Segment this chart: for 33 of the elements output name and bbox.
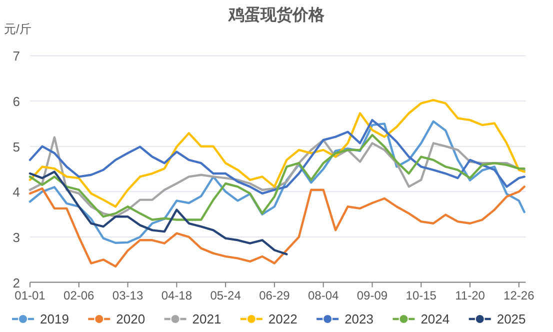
xtick-label: 05-24 — [210, 288, 241, 302]
xtick-label: 08-04 — [308, 288, 339, 302]
ytick-label: 3 — [12, 230, 20, 245]
xtick-label: 12-26 — [504, 288, 534, 302]
legend-label: 2024 — [420, 312, 450, 326]
legend-item: 2025 — [468, 312, 526, 326]
ytick-label: 5 — [12, 139, 20, 154]
xtick-label: 11-20 — [455, 288, 485, 302]
legend-item: 2019 — [12, 312, 69, 326]
legend-item: 2022 — [240, 312, 298, 326]
legend-label: 2019 — [40, 312, 69, 326]
title: 鸡蛋现货价格 — [228, 7, 324, 24]
legend-item: 2020 — [88, 312, 146, 326]
ytick-label: 4 — [12, 184, 20, 200]
legend-item: 2021 — [164, 312, 222, 326]
ytick-label: 2 — [12, 275, 20, 290]
xtick-label: 03-13 — [112, 288, 144, 302]
legend-label: 2025 — [496, 312, 526, 326]
xtick-label: 04-18 — [161, 288, 192, 302]
ylabel: 元/斤 — [4, 22, 32, 36]
ytick-label: 7 — [12, 48, 20, 64]
legend-label: 2021 — [192, 312, 222, 326]
xtick-label: 10-15 — [406, 288, 436, 302]
legend-item: 2023 — [316, 312, 374, 326]
legend-item: 2024 — [392, 312, 450, 326]
ytick-label: 6 — [12, 94, 20, 110]
xtick-label: 09-09 — [356, 288, 388, 302]
legend-label: 2022 — [268, 312, 298, 326]
xtick-label: 01-01 — [14, 288, 46, 302]
legend-label: 2020 — [116, 312, 146, 326]
xtick-label: 02-06 — [64, 288, 94, 302]
xtick-label: 06-29 — [259, 288, 290, 302]
legend-label: 2023 — [344, 312, 374, 326]
